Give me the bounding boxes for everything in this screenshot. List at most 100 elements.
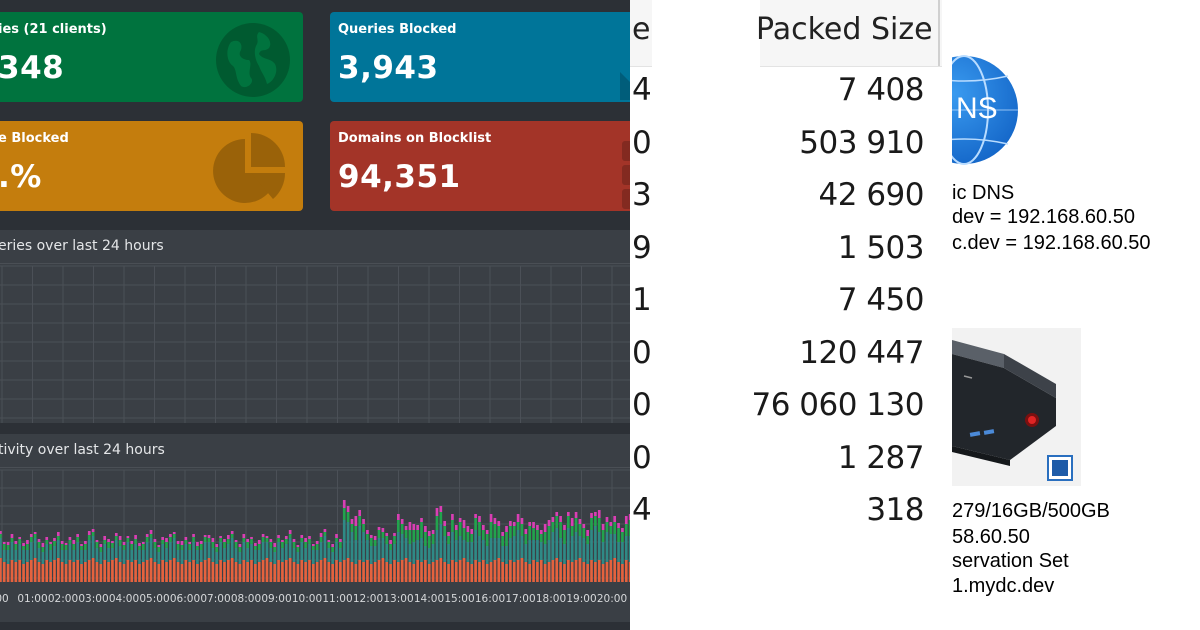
- chart-bar: [470, 542, 474, 564]
- chart-bar: [33, 532, 37, 534]
- chart-bar: [536, 530, 539, 540]
- chart-bar: [64, 564, 68, 582]
- chart-bar: [312, 544, 315, 546]
- chart-bar: [91, 532, 95, 536]
- chart-bar: [33, 534, 37, 538]
- chart-bar: [350, 532, 354, 562]
- chart-bar: [64, 550, 68, 564]
- chart-bar: [524, 529, 528, 534]
- chart-bar: [628, 562, 630, 582]
- column-divider[interactable]: [938, 0, 940, 66]
- chart-bar: [10, 560, 14, 582]
- hand-icon: [600, 20, 630, 102]
- chart-bar: [250, 539, 253, 544]
- percent-blocked-card[interactable]: e Blocked .%: [0, 121, 303, 211]
- queries-blocked-card[interactable]: Queries Blocked 3,943: [330, 12, 630, 102]
- chart-bar: [582, 528, 586, 538]
- chart-bar: [551, 517, 555, 522]
- queries-over-time-chart[interactable]: 0001:0002:0003:0004:0005:0006:0007:0008:…: [0, 230, 630, 423]
- chart-bar: [292, 562, 296, 582]
- chart-bar: [238, 552, 242, 564]
- chart-bar: [223, 548, 226, 562]
- chart-bar: [211, 542, 215, 548]
- packed-size-cell: 1 503: [837, 229, 925, 266]
- client-activity-chart[interactable]: 00 01:0002:0003:0004:0005:0006:0007:0008:…: [0, 434, 630, 622]
- chart-bar: [60, 550, 64, 562]
- chart-bar: [617, 562, 620, 582]
- chart-bar: [532, 522, 535, 528]
- chart-bar: [2, 562, 6, 582]
- chart-bar: [369, 535, 373, 538]
- chart-bar: [369, 546, 373, 564]
- chart-bar: [482, 525, 485, 530]
- chart-bar: [223, 539, 226, 542]
- chart-bar: [547, 526, 551, 540]
- chart-bar: [485, 534, 489, 546]
- size-column-header[interactable]: e: [630, 0, 652, 67]
- chart-bar: [207, 558, 211, 582]
- chart-bar: [393, 536, 396, 544]
- chart-bar: [547, 540, 551, 562]
- queries-blocked-label: Queries Blocked: [338, 22, 457, 37]
- chart-bar: [493, 560, 497, 582]
- chart-bar: [0, 534, 2, 538]
- x-tick-label: 18:00: [536, 593, 566, 605]
- total-queries-value: 348: [0, 50, 65, 86]
- chart-bar: [578, 536, 582, 558]
- chart-bar: [37, 539, 41, 542]
- domains-blocklist-value: 94,351: [338, 159, 461, 195]
- chart-bar: [454, 562, 458, 582]
- chart-bar: [172, 538, 176, 558]
- chart-bar: [559, 522, 562, 538]
- chart-bar: [103, 536, 107, 540]
- chart-bar: [466, 542, 470, 562]
- chart-bar: [308, 560, 311, 582]
- chart-bar: [458, 522, 462, 536]
- chart-bar: [2, 550, 6, 562]
- chart-bar: [485, 530, 489, 534]
- chart-bar: [149, 558, 153, 582]
- total-queries-card[interactable]: ies (21 clients) 348: [0, 12, 303, 102]
- chart-bar: [238, 564, 242, 582]
- chart-bar: [153, 548, 157, 562]
- chart-bar: [536, 540, 539, 562]
- x-tick-label: 09:00: [261, 593, 291, 605]
- chart-bar: [408, 544, 412, 562]
- chart-bar: [559, 538, 562, 562]
- chart-bar: [586, 564, 589, 582]
- chart-bar: [257, 562, 261, 582]
- chart-bar: [547, 520, 551, 526]
- packed-size-cell: 42 690: [818, 177, 925, 213]
- chart-bar: [574, 518, 578, 532]
- chart-bar: [161, 560, 164, 582]
- packed-size-column-header[interactable]: Packed Size: [756, 0, 942, 67]
- packed-size-cell: 1 287: [837, 439, 925, 476]
- chart-bar: [582, 524, 586, 528]
- chart-bar: [41, 552, 45, 564]
- archive-file-list: e Packed Size 4 0 3 9 1 0 0 0 4 7 408 503 910 42 6…: [630, 0, 952, 630]
- chart-bar: [354, 564, 358, 582]
- domains-blocklist-card[interactable]: Domains on Blocklist 94,351: [330, 121, 630, 211]
- queries-over-time-panel: eries over last 24 hours 0001:0002:0003:…: [0, 230, 630, 423]
- chart-bar: [327, 562, 331, 582]
- chart-bar: [451, 532, 454, 560]
- chart-bar: [497, 521, 501, 526]
- chart-bar: [80, 544, 83, 546]
- chart-bar: [176, 541, 180, 544]
- chart-bar: [111, 548, 114, 560]
- chart-bar: [470, 529, 474, 534]
- x-tick-label: 06:00: [170, 593, 200, 605]
- chart-bar: [288, 534, 292, 538]
- chart-bar: [509, 526, 512, 538]
- chart-bar: [319, 533, 323, 537]
- chart-bar: [489, 538, 493, 562]
- chart-bar: [335, 560, 338, 582]
- chart-bar: [621, 528, 624, 532]
- chart-bar: [381, 558, 385, 582]
- chart-bar: [281, 548, 284, 562]
- chart-bar: [605, 532, 609, 562]
- chart-bar: [207, 542, 211, 558]
- chart-bar: [111, 560, 114, 582]
- chart-bar: [339, 539, 342, 542]
- chart-bar: [157, 545, 161, 547]
